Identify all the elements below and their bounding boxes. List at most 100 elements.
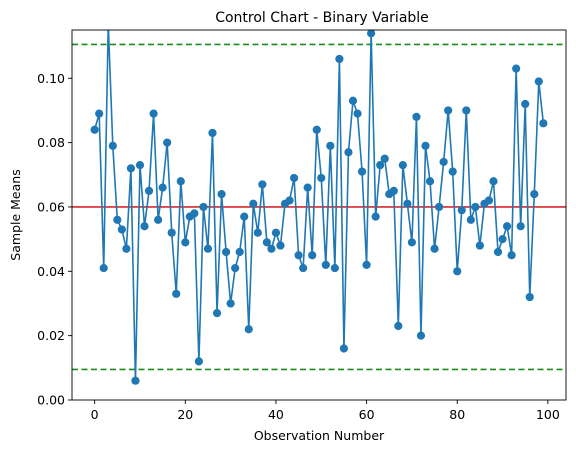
data-point (181, 238, 189, 246)
data-point (258, 180, 266, 188)
data-point (204, 245, 212, 253)
data-point (276, 241, 284, 249)
data-point (149, 110, 157, 118)
data-point (331, 264, 339, 272)
data-point (358, 167, 366, 175)
data-point (517, 222, 525, 230)
data-point (412, 113, 420, 121)
x-tick-label: 40 (268, 407, 284, 422)
data-point (453, 267, 461, 275)
y-tick-label: 0.10 (37, 71, 65, 86)
data-point (485, 196, 493, 204)
data-point (236, 248, 244, 256)
data-point (213, 309, 221, 317)
y-axis-label: Sample Means (8, 169, 23, 260)
data-point (539, 119, 547, 127)
data-point (467, 216, 475, 224)
data-point (118, 225, 126, 233)
x-tick-label: 100 (536, 407, 560, 422)
data-point (489, 177, 497, 185)
data-point (435, 203, 443, 211)
data-point (335, 55, 343, 63)
chart-title: Control Chart - Binary Variable (215, 10, 429, 26)
data-point (140, 222, 148, 230)
data-point (503, 222, 511, 230)
data-point (308, 251, 316, 259)
data-point (154, 216, 162, 224)
data-point (444, 106, 452, 114)
data-point (131, 377, 139, 385)
y-tick-label: 0.04 (37, 264, 65, 279)
data-point (249, 200, 257, 208)
data-point (521, 100, 529, 108)
data-point (299, 264, 307, 272)
data-point (458, 206, 466, 214)
data-point (430, 245, 438, 253)
y-axis: 0.00 0.02 0.04 0.06 0.08 0.10 (37, 71, 72, 408)
y-tick-label: 0.00 (37, 393, 65, 408)
data-point (109, 142, 117, 150)
data-point (399, 161, 407, 169)
data-point (217, 190, 225, 198)
data-point (372, 213, 380, 221)
data-point (100, 264, 108, 272)
data-point (240, 213, 248, 221)
data-point (208, 129, 216, 137)
data-point (471, 203, 479, 211)
y-tick-label: 0.02 (37, 328, 65, 343)
data-point (122, 245, 130, 253)
plot-area (72, 19, 566, 384)
data-point (313, 126, 321, 134)
data-point (394, 322, 402, 330)
data-point (177, 177, 185, 185)
data-point (91, 126, 99, 134)
data-point (190, 209, 198, 217)
data-point (272, 229, 280, 237)
data-point (317, 174, 325, 182)
data-point (163, 139, 171, 147)
data-point (403, 200, 411, 208)
data-point (304, 184, 312, 192)
data-point (95, 110, 103, 118)
data-point (227, 299, 235, 307)
data-point (462, 106, 470, 114)
data-point (449, 167, 457, 175)
data-point (290, 174, 298, 182)
data-point (498, 235, 506, 243)
x-tick-label: 60 (359, 407, 375, 422)
data-point (285, 196, 293, 204)
data-point (245, 325, 253, 333)
data-point (322, 261, 330, 269)
x-axis: 0 20 40 60 80 100 (91, 400, 560, 422)
data-point (494, 248, 502, 256)
data-point (195, 357, 203, 365)
series-line (95, 24, 544, 381)
data-point (417, 332, 425, 340)
data-point (526, 293, 534, 301)
data-point (231, 264, 239, 272)
data-point (344, 148, 352, 156)
data-point (254, 229, 262, 237)
x-tick-label: 0 (91, 407, 99, 422)
data-point (508, 251, 516, 259)
data-point (222, 248, 230, 256)
data-point (127, 164, 135, 172)
y-tick-label: 0.06 (37, 199, 65, 214)
data-point (440, 158, 448, 166)
x-axis-label: Observation Number (254, 428, 385, 443)
data-point (295, 251, 303, 259)
data-point (267, 245, 275, 253)
data-point (172, 290, 180, 298)
data-point (362, 261, 370, 269)
x-tick-label: 20 (177, 407, 193, 422)
data-point (104, 19, 112, 27)
data-point (381, 155, 389, 163)
data-point (512, 65, 520, 73)
data-point (145, 187, 153, 195)
data-point (535, 77, 543, 85)
data-point (159, 184, 167, 192)
data-point (113, 216, 121, 224)
data-point (168, 229, 176, 237)
data-point (408, 238, 416, 246)
